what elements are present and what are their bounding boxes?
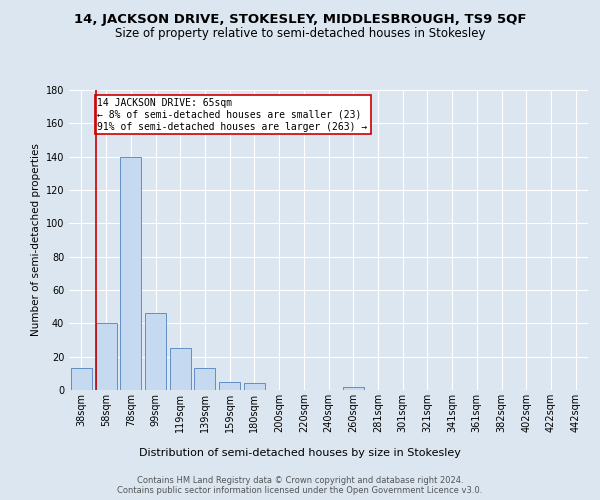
Bar [194,368,215,390]
Text: Size of property relative to semi-detached houses in Stokesley: Size of property relative to semi-detach… [115,28,485,40]
Bar [219,382,240,390]
Bar [120,156,141,390]
Text: 14, JACKSON DRIVE, STOKESLEY, MIDDLESBROUGH, TS9 5QF: 14, JACKSON DRIVE, STOKESLEY, MIDDLESBRO… [74,12,526,26]
Text: 14 JACKSON DRIVE: 65sqm
← 8% of semi-detached houses are smaller (23)
91% of sem: 14 JACKSON DRIVE: 65sqm ← 8% of semi-det… [97,98,368,132]
Bar [170,348,191,390]
Y-axis label: Number of semi-detached properties: Number of semi-detached properties [31,144,41,336]
Bar [244,384,265,390]
Text: Contains HM Land Registry data © Crown copyright and database right 2024.: Contains HM Land Registry data © Crown c… [137,476,463,485]
Bar [95,324,116,390]
Text: Distribution of semi-detached houses by size in Stokesley: Distribution of semi-detached houses by … [139,448,461,458]
Bar [145,314,166,390]
Text: Contains public sector information licensed under the Open Government Licence v3: Contains public sector information licen… [118,486,482,495]
Bar [343,386,364,390]
Bar [71,368,92,390]
